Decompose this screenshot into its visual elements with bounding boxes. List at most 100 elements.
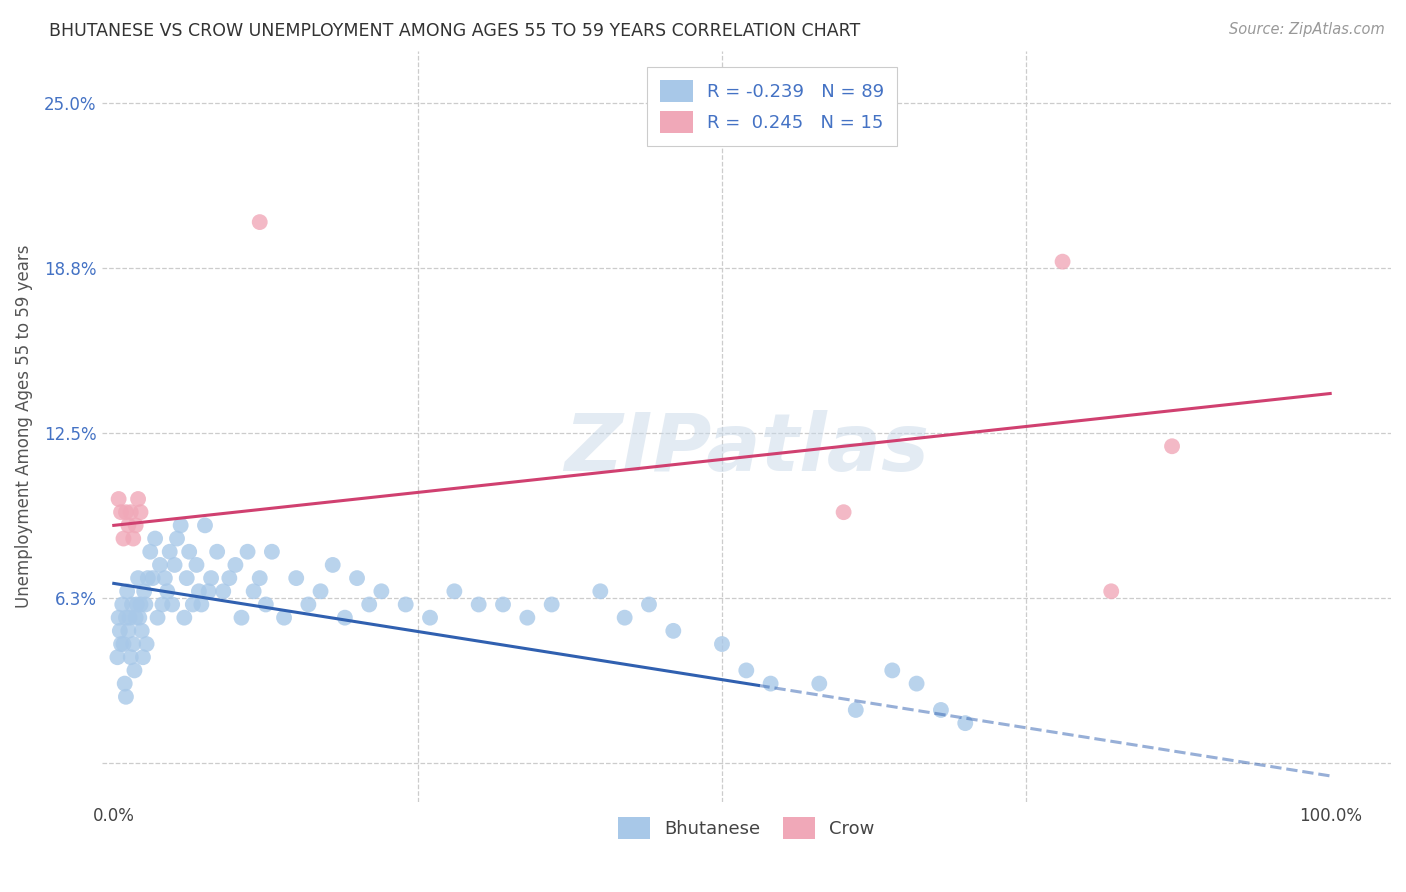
Point [419, 610, 441, 624]
Point [309, 584, 332, 599]
Point [205, 545, 228, 559]
Point [845, 703, 868, 717]
Point [190, 598, 212, 612]
Point [136, 571, 159, 585]
Point [540, 598, 562, 612]
Point [516, 610, 538, 624]
Point [135, 637, 157, 651]
Point [735, 664, 758, 678]
Point [359, 598, 381, 612]
Point [260, 545, 283, 559]
Legend: Bhutanese, Crow: Bhutanese, Crow [610, 809, 882, 846]
Point [118, 610, 141, 624]
Point [127, 571, 149, 585]
Point [124, 664, 146, 678]
Point [129, 505, 152, 519]
Point [613, 610, 636, 624]
Point [346, 571, 368, 585]
Point [120, 650, 142, 665]
Point [132, 650, 155, 665]
Point [249, 571, 271, 585]
Point [107, 610, 129, 624]
Point [129, 598, 152, 612]
Point [125, 598, 148, 612]
Point [110, 637, 132, 651]
Point [146, 610, 169, 624]
Point [160, 598, 183, 612]
Point [121, 598, 143, 612]
Point [955, 716, 977, 731]
Point [231, 610, 253, 624]
Point [467, 598, 489, 612]
Point [131, 624, 153, 638]
Point [142, 571, 165, 585]
Point [273, 610, 295, 624]
Text: Source: ZipAtlas.com: Source: ZipAtlas.com [1229, 22, 1385, 37]
Point [127, 491, 149, 506]
Point [134, 598, 156, 612]
Text: ZIPatlas: ZIPatlas [564, 410, 929, 488]
Point [120, 505, 142, 519]
Text: BHUTANESE VS CROW UNEMPLOYMENT AMONG AGES 55 TO 59 YEARS CORRELATION CHART: BHUTANESE VS CROW UNEMPLOYMENT AMONG AGE… [49, 22, 860, 40]
Point [112, 532, 135, 546]
Point [322, 558, 344, 572]
Point [112, 637, 135, 651]
Point [176, 571, 198, 585]
Point [111, 598, 134, 612]
Point [124, 518, 146, 533]
Point [662, 624, 685, 638]
Point [159, 545, 181, 559]
Point [128, 610, 150, 624]
Point [187, 584, 209, 599]
Point [115, 690, 138, 704]
Point [134, 584, 156, 599]
Point [759, 676, 782, 690]
Point [285, 571, 308, 585]
Point [143, 532, 166, 546]
Point [124, 610, 146, 624]
Point [242, 584, 264, 599]
Point [114, 676, 136, 690]
Point [139, 545, 162, 559]
Point [832, 505, 855, 519]
Point [152, 598, 174, 612]
Point [589, 584, 612, 599]
Point [492, 598, 515, 612]
Point [179, 545, 201, 559]
Point [186, 558, 208, 572]
Point [254, 598, 277, 612]
Point [333, 610, 356, 624]
Point [224, 558, 246, 572]
Point [1052, 254, 1074, 268]
Point [197, 584, 219, 599]
Point [163, 558, 186, 572]
Point [166, 532, 188, 546]
Point [200, 571, 222, 585]
Point [149, 558, 172, 572]
Point [395, 598, 418, 612]
Point [110, 505, 132, 519]
Point [122, 637, 145, 651]
Point [236, 545, 259, 559]
Point [115, 505, 138, 519]
Point [905, 676, 928, 690]
Point [115, 584, 138, 599]
Point [194, 518, 217, 533]
Point [443, 584, 465, 599]
Point [882, 664, 904, 678]
Point [808, 676, 831, 690]
Point [108, 624, 131, 638]
Point [156, 584, 179, 599]
Point [169, 518, 191, 533]
Point [249, 215, 271, 229]
Point [1161, 439, 1184, 453]
Point [117, 624, 139, 638]
Y-axis label: Unemployment Among Ages 55 to 59 years: Unemployment Among Ages 55 to 59 years [15, 244, 32, 608]
Point [107, 650, 129, 665]
Point [173, 610, 195, 624]
Point [638, 598, 661, 612]
Point [115, 610, 138, 624]
Point [117, 518, 139, 533]
Point [929, 703, 952, 717]
Point [181, 598, 204, 612]
